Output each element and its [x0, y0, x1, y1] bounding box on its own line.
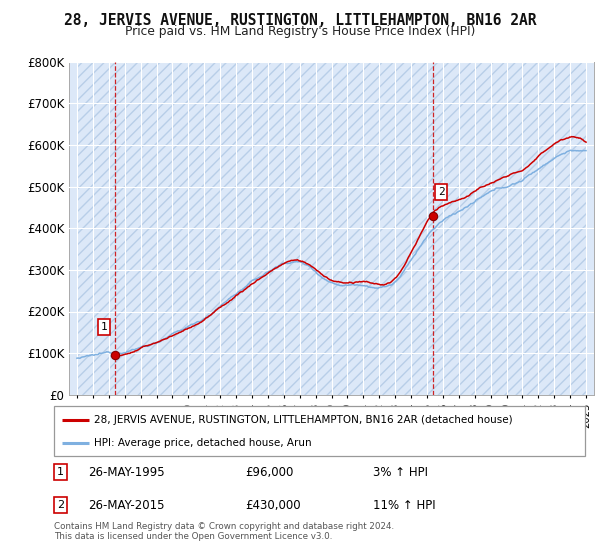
- Text: 3% ↑ HPI: 3% ↑ HPI: [373, 465, 428, 479]
- Text: 1: 1: [101, 322, 107, 332]
- Text: 26-MAY-2015: 26-MAY-2015: [89, 498, 165, 512]
- Text: 2: 2: [57, 500, 64, 510]
- Text: £96,000: £96,000: [245, 465, 293, 479]
- Text: Contains HM Land Registry data © Crown copyright and database right 2024.
This d: Contains HM Land Registry data © Crown c…: [54, 522, 394, 542]
- Text: Price paid vs. HM Land Registry's House Price Index (HPI): Price paid vs. HM Land Registry's House …: [125, 25, 475, 38]
- Text: HPI: Average price, detached house, Arun: HPI: Average price, detached house, Arun: [94, 438, 311, 448]
- Text: 1: 1: [57, 467, 64, 477]
- Text: 11% ↑ HPI: 11% ↑ HPI: [373, 498, 435, 512]
- FancyBboxPatch shape: [54, 406, 585, 456]
- Text: 26-MAY-1995: 26-MAY-1995: [89, 465, 165, 479]
- Text: 2: 2: [438, 187, 445, 197]
- Text: 28, JERVIS AVENUE, RUSTINGTON, LITTLEHAMPTON, BN16 2AR: 28, JERVIS AVENUE, RUSTINGTON, LITTLEHAM…: [64, 13, 536, 28]
- Text: £430,000: £430,000: [245, 498, 301, 512]
- Text: 28, JERVIS AVENUE, RUSTINGTON, LITTLEHAMPTON, BN16 2AR (detached house): 28, JERVIS AVENUE, RUSTINGTON, LITTLEHAM…: [94, 414, 512, 424]
